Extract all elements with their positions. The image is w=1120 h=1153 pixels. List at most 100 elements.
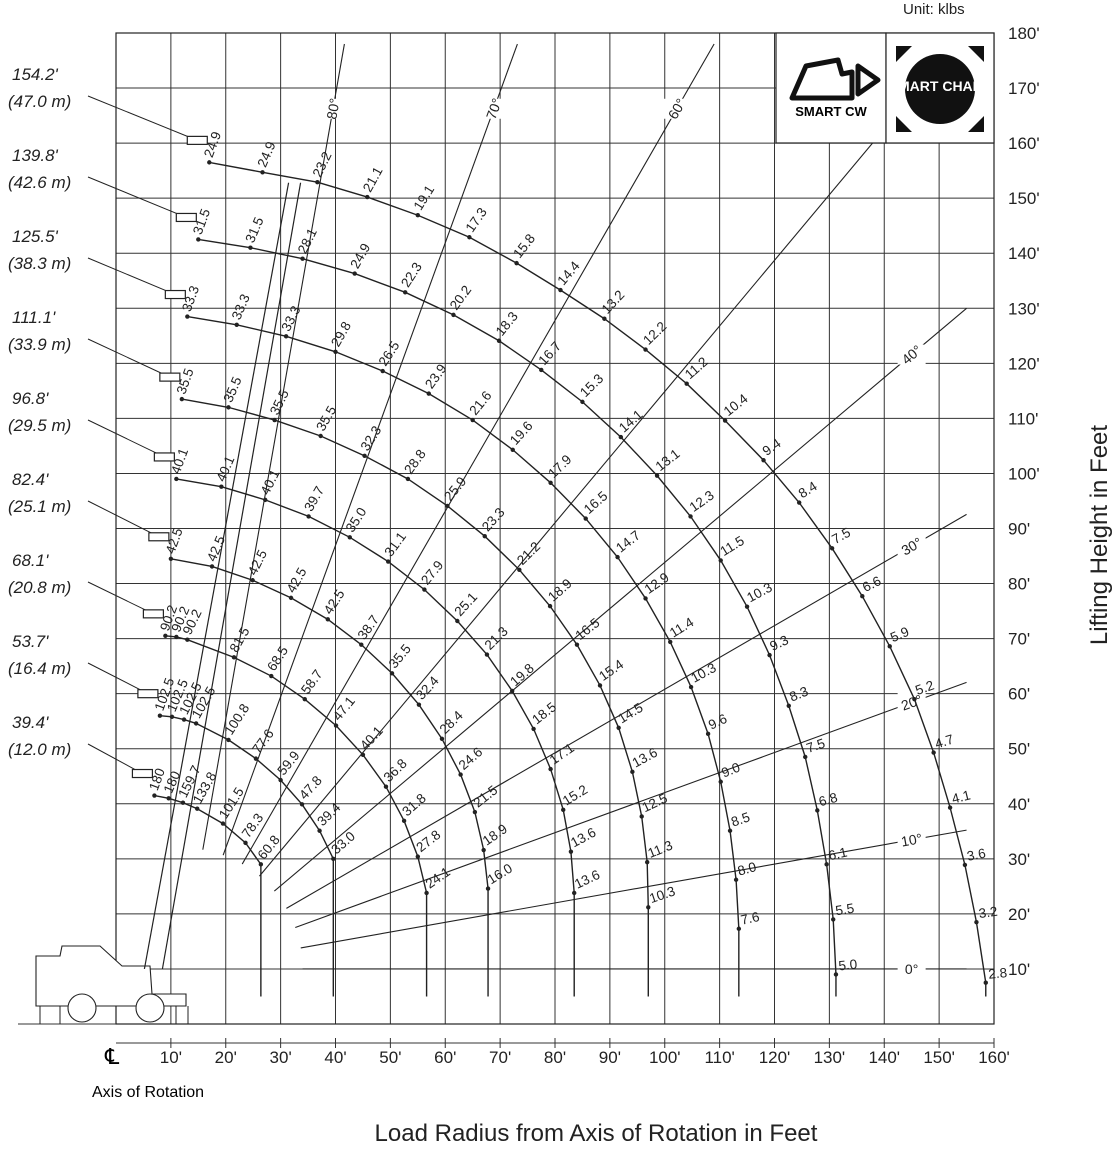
capacity-point: [568, 849, 574, 854]
crane-carrier: [35, 945, 187, 1007]
capacity-label: 32.3: [357, 423, 384, 453]
capacity-point: [317, 828, 322, 833]
capacity-point: [402, 290, 408, 295]
capacity-label: 4.1: [950, 787, 972, 806]
capacity-label: 8.4: [796, 478, 820, 501]
capacity-point: [168, 556, 174, 561]
capacity-point: [510, 447, 515, 452]
boom-length-leader: [87, 257, 176, 295]
boom-length-m: (42.6 m): [8, 173, 71, 192]
capacity-label: 21.1: [360, 164, 386, 194]
capacity-label: 12.9: [642, 570, 672, 597]
capacity-label: 39.7: [301, 484, 327, 514]
boom-length-ft: 68.1': [12, 551, 49, 570]
x-tick-label: 120': [759, 1048, 791, 1067]
capacity-label: 23.2: [310, 149, 335, 179]
boom-edge-left: [143, 182, 290, 970]
capacity-label: 13.1: [653, 446, 683, 474]
capacity-label: 14.5: [615, 700, 645, 727]
boom-length-m: (38.3 m): [8, 254, 71, 273]
capacity-point: [733, 877, 739, 882]
boom-length-arc: [170, 558, 489, 997]
capacity-point: [157, 713, 163, 718]
boom-section-head: [186, 135, 208, 145]
capacity-point: [887, 644, 892, 649]
capacity-label: 5.0: [838, 957, 858, 974]
capacity-label: 2.8: [988, 965, 1008, 982]
capacity-label: 68.5: [264, 643, 291, 673]
smart-chart-text: SMART CHART: [889, 78, 992, 94]
capacity-label: 23.3: [479, 505, 508, 535]
capacity-label: 18.9: [545, 576, 575, 605]
capacity-point: [152, 793, 157, 798]
capacity-label: 14.4: [554, 258, 583, 288]
boom-length-m: (20.8 m): [8, 578, 71, 597]
boom-length-arc: [154, 794, 262, 997]
capacity-point: [185, 637, 190, 642]
capacity-point: [484, 652, 490, 657]
x-tick-label: 90': [599, 1048, 621, 1067]
boom-length-ft: 96.8': [12, 389, 49, 408]
boom-section-head: [148, 532, 170, 542]
capacity-point: [455, 618, 460, 624]
capacity-point: [325, 617, 331, 622]
capacity-labels: 24.9 24.9 23.2 21.119.117.315.814.413.212.2…: [146, 130, 1008, 985]
smart-cw-badge: SMART CW: [775, 32, 887, 144]
boom-length-labels: 154.2' (47.0 m) 139.8' (42.6 m) 125.5' (38.3 …: [8, 65, 208, 779]
capacity-label: 17.3: [463, 205, 490, 235]
capacity-label: 47.1: [330, 694, 358, 724]
capacity-point: [220, 821, 226, 826]
capacity-label: 5.5: [834, 901, 855, 919]
boom-length-leader: [87, 419, 165, 458]
capacity-label: 18.3: [493, 309, 521, 339]
capacity-label: 60.8: [255, 832, 283, 862]
capacity-label: 28.8: [401, 447, 429, 477]
capacity-point: [643, 347, 648, 352]
capacity-point: [482, 534, 487, 539]
capacity-label: 19.8: [507, 661, 537, 690]
chart-grid: 10' 20' 30' 40' 50' 60' 70' 80' 90' 100' 110' 120' 1…: [18, 24, 1040, 1067]
boom-length-leader: [87, 743, 143, 774]
capacity-point: [615, 554, 620, 560]
crane-outriggers: [39, 1006, 189, 1024]
capacity-point: [646, 905, 651, 910]
boom-length-ft: 111.1': [12, 308, 56, 327]
capacity-point: [597, 683, 603, 688]
capacity-point: [333, 349, 338, 354]
boom-length-ft: 139.8': [12, 146, 59, 165]
capacity-label: 11.5: [717, 533, 746, 559]
boom-length-arc: [187, 315, 740, 997]
capacity-label: 35.5: [267, 387, 292, 417]
capacity-point: [470, 417, 475, 423]
y-tick-label: 60': [1008, 685, 1030, 704]
capacity-label: 11.3: [646, 838, 675, 861]
capacity-point: [389, 671, 395, 676]
boom-section-head: [131, 768, 154, 779]
capacity-label: 24.9: [254, 139, 278, 169]
boom-angle-line: [222, 43, 518, 856]
capacity-label: 25.1: [451, 589, 480, 619]
capacity-label: 9.0: [719, 760, 742, 781]
capacity-label: 9.6: [706, 711, 729, 733]
capacity-point: [278, 777, 283, 783]
capacity-label: 58.7: [298, 667, 326, 697]
y-tick-label: 150': [1008, 189, 1040, 208]
capacity-point: [630, 769, 635, 775]
capacity-label: 33.3: [229, 292, 253, 322]
capacity-label: 17.9: [545, 452, 574, 481]
capacity-point: [174, 476, 179, 482]
boom-section-head: [175, 212, 197, 223]
capacity-point: [260, 170, 265, 175]
capacity-point: [283, 334, 289, 339]
capacity-label: 31.8: [399, 791, 429, 820]
unit-label: Unit: klbs: [903, 1, 965, 18]
capacity-label: 24.1: [423, 864, 453, 891]
x-tick-label: 10': [160, 1048, 182, 1067]
crane-illustration: [35, 182, 302, 1024]
capacity-point: [618, 434, 624, 440]
capacity-point: [644, 859, 650, 865]
x-tick-label: 100': [649, 1048, 681, 1067]
boom-angle-label-bg: [897, 536, 926, 557]
centerline-symbol: ℄: [102, 1044, 122, 1069]
capacity-point: [583, 516, 588, 521]
